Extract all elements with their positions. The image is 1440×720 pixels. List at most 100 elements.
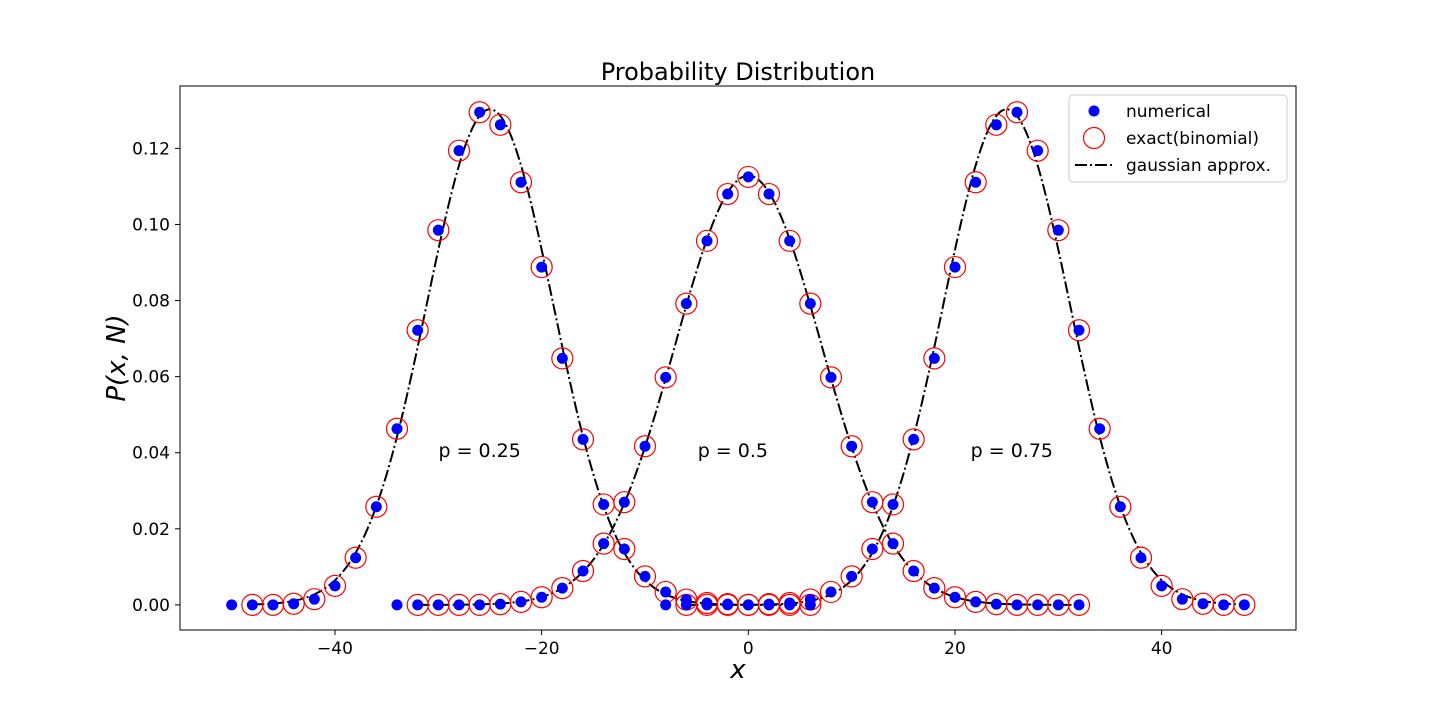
numerical-point (680, 298, 692, 310)
x-axis-label: x (729, 655, 746, 685)
numerical-point (680, 599, 692, 611)
gaussian-curve-1 (252, 108, 811, 606)
numerical-point (846, 570, 858, 582)
numerical-point (701, 599, 713, 611)
exact-point (985, 113, 1008, 136)
gaussian-curve-3 (686, 108, 1245, 606)
y-tick-label: 0.08 (132, 292, 170, 312)
numerical-point (763, 188, 775, 200)
exact-point (819, 366, 843, 389)
numerical-point (990, 119, 1002, 131)
y-tick-label: 0.06 (132, 368, 170, 388)
exact-point (613, 491, 636, 514)
y-axis-label: P(x, N) (102, 314, 132, 401)
exact-point (365, 495, 388, 518)
exact-point (1233, 593, 1256, 616)
exact-point (757, 182, 781, 206)
numerical-point (1032, 599, 1044, 611)
numerical-point (908, 565, 920, 577)
chart-title: Probability Distribution (601, 58, 876, 86)
exact-point (923, 347, 946, 370)
numerical-point (701, 235, 713, 247)
exact-point (1067, 319, 1091, 342)
exact-point (861, 537, 884, 561)
numerical-point (742, 599, 754, 611)
numerical-point (598, 498, 610, 510)
numerical-point (1073, 599, 1085, 611)
exact-point (509, 171, 533, 194)
numerical-point (288, 598, 300, 610)
exact-point (902, 559, 925, 583)
numerical-point (1197, 598, 1209, 610)
y-tick-label: 0.02 (132, 520, 170, 540)
legend-label: exact(binomial) (1126, 129, 1259, 149)
gaussian-curve-2 (417, 174, 1080, 606)
exact-point (1005, 101, 1029, 124)
numerical-point (515, 596, 527, 608)
numerical-point (577, 565, 589, 577)
numerical-point (556, 352, 568, 364)
numerical-point (825, 586, 837, 598)
exact-point (902, 428, 925, 451)
exact-point (943, 586, 967, 609)
exact-point (489, 113, 512, 136)
x-tick-label: 0 (743, 639, 754, 659)
numerical-point (453, 599, 465, 611)
exact-point (633, 565, 657, 588)
p-annotation: p = 0.75 (971, 440, 1053, 462)
numerical-point (1135, 552, 1147, 564)
axes-frame (179, 85, 1297, 631)
plot-area (226, 101, 1256, 616)
exact-point (778, 229, 801, 252)
numerical-point (350, 552, 362, 564)
numerical-point (1011, 106, 1023, 118)
numerical-point (494, 598, 506, 610)
y-tick-label: 0.12 (132, 139, 170, 159)
numerical-point (639, 440, 651, 452)
numerical-point (949, 261, 961, 273)
exact-point (571, 559, 595, 583)
numerical-point (722, 599, 734, 611)
numerical-point (618, 543, 630, 555)
p-annotation: p = 0.5 (698, 440, 768, 462)
exact-point (695, 229, 719, 252)
numerical-point (391, 423, 403, 435)
numerical-point (370, 501, 382, 513)
exact-point (1088, 417, 1111, 440)
numerical-point (598, 538, 610, 550)
y-tick-label: 0.10 (132, 215, 170, 235)
exact-point (427, 219, 450, 242)
numerical-point (556, 582, 568, 594)
exact-point (385, 417, 409, 440)
numerical-point (412, 324, 424, 336)
exact-point (303, 588, 326, 611)
numerical-point (1011, 599, 1023, 611)
exact-point (964, 171, 987, 194)
numerical-point (660, 371, 672, 383)
x-tick-label: −40 (317, 639, 353, 659)
exact-point (447, 139, 471, 162)
y-axis: 0.00 0.02 0.04 0.06 0.08 0.10 0.12 (132, 139, 180, 616)
numerical-point (742, 171, 754, 183)
numerical-point (970, 176, 982, 188)
numerical-point (990, 598, 1002, 610)
numerical-point (887, 498, 899, 510)
exact-point (1047, 219, 1070, 242)
numerical-point (970, 596, 982, 608)
numerical-point (536, 261, 548, 273)
numerical-point (887, 538, 899, 550)
y-tick-label: 0.00 (132, 596, 170, 616)
numerical-point (1032, 145, 1044, 157)
numerical-point (474, 106, 486, 118)
numerical-point (474, 599, 486, 611)
x-tick-label: 40 (1151, 639, 1173, 659)
series-layer (226, 101, 1256, 616)
numerical-point (246, 599, 258, 611)
numerical-point (908, 433, 920, 445)
annotations: p = 0.25 p = 0.5 p = 0.75 (438, 440, 1053, 462)
numerical-point (1052, 599, 1064, 611)
exact-point (1067, 593, 1091, 616)
numerical-point (329, 580, 341, 592)
exact-point (571, 428, 595, 451)
numerical-point (660, 586, 672, 598)
